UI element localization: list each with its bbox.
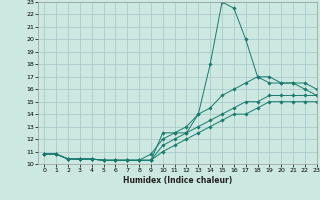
X-axis label: Humidex (Indice chaleur): Humidex (Indice chaleur) xyxy=(123,176,232,185)
